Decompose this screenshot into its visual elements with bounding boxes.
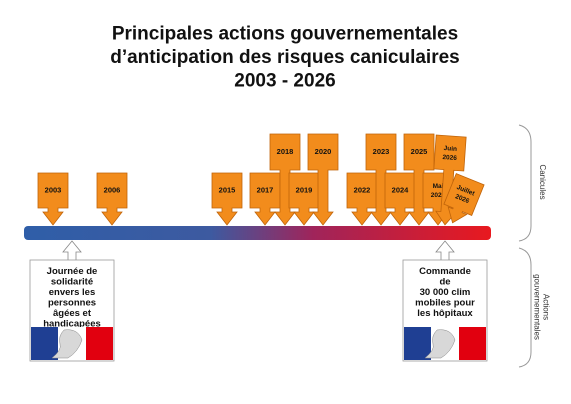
event-label: 2025	[411, 147, 428, 156]
event-label: 2003	[45, 185, 62, 194]
marianne	[424, 329, 456, 359]
event-label: 2017	[257, 185, 274, 194]
text-line: 2023	[373, 147, 390, 156]
action-text: Commande de 30 000 clim mobiles pour les hôp…	[415, 266, 475, 319]
event-label: 2019	[296, 185, 313, 194]
callout-shape	[443, 173, 485, 224]
text-line: 2022	[354, 185, 371, 194]
text-line: solidarité	[51, 276, 93, 287]
event-callout: 2022	[346, 172, 378, 226]
flag-blue	[31, 327, 58, 360]
callout-shape	[346, 172, 378, 226]
event-label: 2024	[392, 185, 410, 194]
side-label: Canicules	[538, 164, 547, 199]
callout-shape	[37, 172, 69, 226]
flag-red	[459, 327, 486, 360]
up-arrow	[435, 240, 455, 260]
text-line: de	[439, 276, 450, 287]
callout-shape	[288, 172, 320, 226]
event-label: 2020	[315, 147, 332, 156]
callout-shape	[365, 133, 397, 226]
event-label: 2018	[277, 147, 294, 156]
text-line: 2003 - 2026	[234, 71, 335, 92]
event-callout: 2019	[288, 172, 320, 226]
action-text: Journée de solidarité envers les personnes â…	[43, 265, 101, 329]
text-line: 2019	[296, 185, 313, 194]
event-callout: Juin2026	[433, 134, 467, 226]
text-line: d’anticipation des risques caniculaires	[110, 47, 460, 68]
event-callout: 2020	[307, 133, 339, 226]
event-label: 2022	[354, 185, 371, 194]
callout-shape	[96, 172, 128, 226]
text-line: Juin	[443, 145, 457, 153]
text-line: 2026	[431, 192, 446, 199]
text-line: les hôpitaux	[417, 308, 473, 319]
text-line: 2024	[392, 185, 410, 194]
event-callout: 2006	[96, 172, 128, 226]
event-label: Mai 2026	[431, 183, 446, 199]
event-callout: 2015	[211, 172, 243, 226]
callout-shape	[249, 172, 281, 226]
text-line: Commande	[419, 266, 471, 277]
flag-blue	[404, 327, 431, 360]
text-line: Canicules	[538, 164, 547, 199]
text-line: Actions	[541, 294, 550, 320]
bracket	[518, 247, 532, 368]
text-line: 2025	[411, 147, 428, 156]
event-callout: 2018	[269, 133, 301, 226]
text-line: 2015	[219, 185, 236, 194]
callout-shape	[384, 172, 416, 226]
text-line: 2020	[315, 147, 332, 156]
flag-red	[86, 327, 113, 360]
text-line: Mai	[433, 183, 444, 190]
text-line: 2018	[277, 147, 294, 156]
text-line: personnes	[48, 297, 96, 308]
text-line: âgées et	[53, 307, 92, 318]
event-label: 2015	[219, 185, 236, 194]
callout-shape	[269, 133, 301, 226]
event-label: 2006	[104, 185, 121, 194]
event-label: Juin2026	[442, 145, 458, 162]
text-line: 2003	[45, 185, 62, 194]
text-line: mobiles pour	[415, 297, 475, 308]
event-callout: Juillet2026	[443, 173, 485, 224]
title: Principales actions gouvernementales d’an…	[110, 24, 460, 92]
text-line: 30 000 clim	[420, 287, 471, 298]
event-callout: 2017	[249, 172, 281, 226]
marianne	[51, 329, 83, 359]
up-arrow	[62, 240, 82, 260]
side-label: Actionsgouvernementales	[532, 274, 550, 340]
event-callout: 2023	[365, 133, 397, 226]
text-line: 2017	[257, 185, 274, 194]
callout-shape	[433, 134, 467, 226]
timeline-bar	[24, 226, 491, 240]
event-callout: 2024	[384, 172, 416, 226]
event-label: 2023	[373, 147, 390, 156]
text-line: Principales actions gouvernementales	[112, 24, 458, 45]
text-line: Journée de	[47, 265, 98, 276]
text-line: envers les	[49, 286, 95, 297]
text-line: gouvernementales	[532, 274, 541, 340]
bracket	[518, 124, 532, 242]
text-line: 2006	[104, 185, 121, 194]
callout-shape	[211, 172, 243, 226]
callout-shape	[307, 133, 339, 226]
event-callout: 2003	[37, 172, 69, 226]
text-line: 2026	[442, 154, 457, 162]
text-line: handicapées	[43, 318, 101, 329]
